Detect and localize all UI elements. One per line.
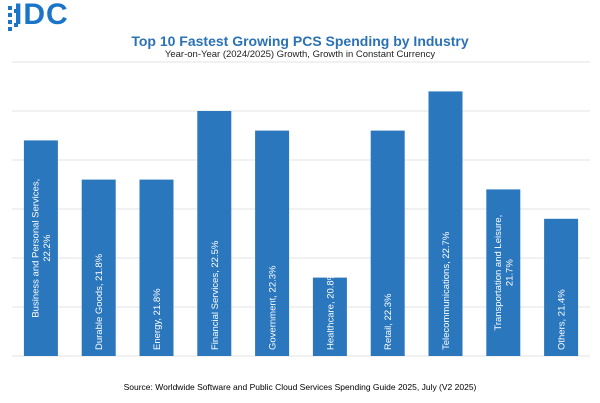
bar-label: Government, 22.3%: [268, 265, 279, 350]
bar-transportation-and-leisure: [486, 189, 521, 356]
bar-healthcare: [312, 277, 347, 356]
bar-label: Healthcare, 20.8%: [325, 271, 336, 350]
bar-telecommunications: [428, 91, 463, 357]
idc-logo-text: IDC: [14, 0, 69, 31]
source-note: Source: Worldwide Software and Public Cl…: [123, 382, 477, 392]
bar-financial-services: [197, 111, 232, 356]
bar-label: Retail, 22.3%: [383, 293, 394, 350]
bar-government: [255, 130, 290, 356]
bar-business-and-personal-services: [23, 140, 58, 356]
bar-label: Others, 21.4%: [557, 289, 568, 350]
bar-durable-goods: [81, 179, 116, 356]
chart-subtitle: Year-on-Year (2024/2025) Growth, Growth …: [164, 49, 436, 60]
idc-logo-mark: [8, 6, 18, 31]
bar-label: Telecommunications, 22.7%: [441, 231, 452, 350]
idc-logo: [8, 6, 18, 31]
bar-label: Durable Goods, 21.8%: [94, 253, 105, 350]
bar-energy: [139, 179, 174, 356]
bar-others: [544, 218, 579, 356]
bar-label: Transportation and Leisure,21.7%: [493, 215, 516, 331]
bar-label: Business and Personal Services,22.2%: [30, 179, 53, 318]
bar-retail: [370, 130, 405, 356]
bar-label: Energy, 21.8%: [152, 288, 163, 350]
bar-label: Financial Services, 22.5%: [210, 240, 221, 350]
chart-title: Top 10 Fastest Growing PCS Spending by I…: [131, 33, 469, 49]
bars: [23, 91, 579, 357]
